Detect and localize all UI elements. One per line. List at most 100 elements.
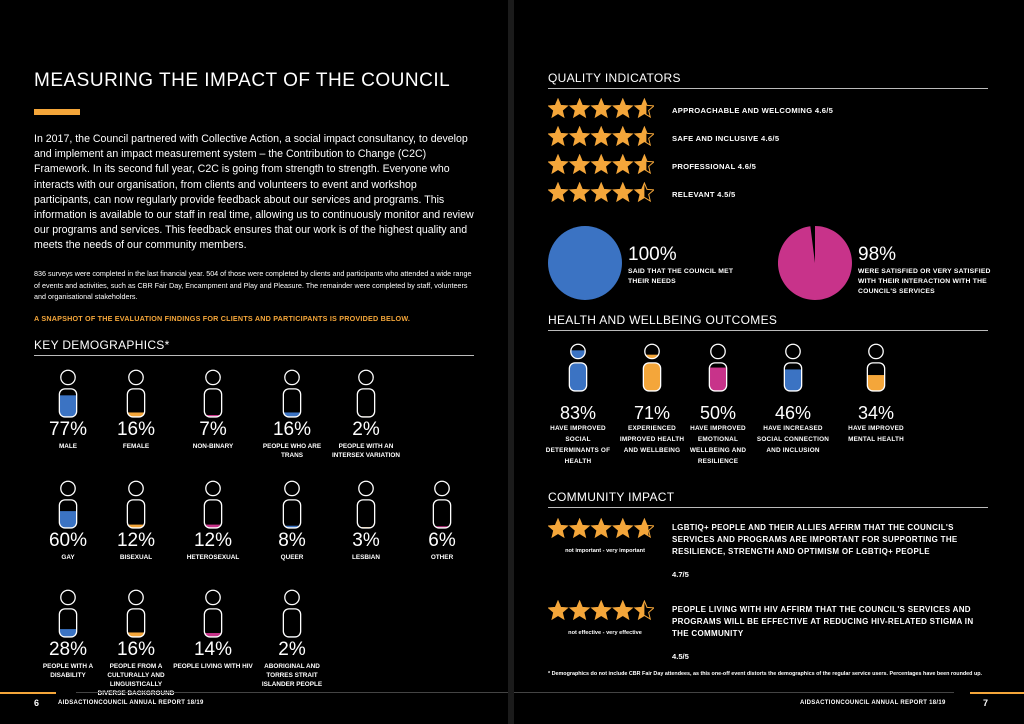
demographic-percent: 2%: [278, 639, 306, 660]
footer-text-left: AIDSACTIONCOUNCIL ANNUAL REPORT 18/19: [58, 700, 204, 706]
pie-label: SAID THAT THE COUNCIL MET THEIR NEEDS: [628, 268, 734, 285]
demographic-percent: 16%: [116, 639, 156, 660]
demographic-label: PEOPLE FROM A CULTURALLY AND LINGUISTICA…: [97, 663, 175, 697]
demographic-item: 8% QUEER: [252, 477, 332, 562]
health-outcome-item: 34% HAVE IMPROVED MENTAL HEALTH: [838, 340, 914, 445]
pie-percent: 100%: [628, 244, 677, 265]
star-rating-icon: [547, 599, 656, 621]
demographic-percent: 28%: [48, 639, 88, 660]
health-outcome-item: 46% HAVE INCREASED SOCIAL CONNECTION AND …: [755, 340, 831, 456]
quality-stars: [548, 126, 655, 147]
pie-slice: [548, 226, 622, 300]
intro-paragraph: In 2017, the Council partnered with Coll…: [34, 133, 474, 252]
quality-label: APPROACHABLE AND WELCOMING 4.6/5: [672, 106, 834, 115]
person-icon: [203, 589, 223, 638]
person-icon: [58, 589, 78, 638]
person-icon: [356, 369, 376, 418]
demographic-percent: 7%: [199, 419, 227, 440]
page-number-left: 6: [34, 698, 40, 708]
community-heading: COMMUNITY IMPACT: [548, 490, 675, 504]
surveys-paragraph: 836 surveys were completed in the last f…: [34, 269, 472, 301]
demographic-item: 60% GAY: [28, 477, 108, 562]
demographic-percent: 2%: [352, 419, 380, 440]
demographic-label: PEOPLE WITH AN INTERSEX VARIATION: [332, 443, 400, 459]
person-icon: [282, 480, 302, 529]
pie-slice: [777, 226, 852, 300]
community-score: 4.7/5: [672, 570, 689, 579]
footnote: * Demographics do not include CBR Fair D…: [548, 671, 983, 677]
demographic-label: HETEROSEXUAL: [186, 554, 240, 561]
demographic-item: 12% HETEROSEXUAL: [173, 477, 253, 562]
demographic-percent: 12%: [116, 530, 156, 551]
right-page: [514, 0, 1024, 724]
demographic-item: 77% MALE: [28, 366, 108, 451]
demographic-percent: 60%: [48, 530, 88, 551]
health-percent: 34%: [857, 403, 895, 423]
star-rating-icon: [548, 154, 655, 175]
person-icon: [126, 480, 146, 529]
person-icon: [708, 343, 728, 392]
health-percent: 71%: [633, 403, 671, 423]
person-icon: [432, 480, 452, 529]
quality-stars: [548, 182, 655, 203]
community-stars: [547, 599, 656, 627]
demographics-heading: KEY DEMOGRAPHICS*: [34, 338, 170, 352]
community-divider: [548, 507, 988, 508]
demographic-percent: 12%: [193, 530, 233, 551]
health-outcome-item: 50% HAVE IMPROVED EMOTIONAL WELLBEING AND…: [680, 340, 756, 467]
person-icon: [203, 369, 223, 418]
demographic-label: NON-BINARY: [192, 443, 234, 450]
star-rating-icon: [548, 126, 655, 147]
demographic-item: 28% PEOPLE WITH A DISABILITY: [28, 586, 108, 680]
star-rating-icon: [548, 98, 655, 119]
left-page: MEASURING THE IMPACT OF THE COUNCIL In 2…: [0, 0, 508, 724]
pie-chart: [777, 226, 852, 305]
demographic-item: 14% PEOPLE LIVING WITH HIV: [173, 586, 253, 671]
page-number-right: 7: [983, 698, 989, 708]
person-icon: [203, 480, 223, 529]
demographic-label: PEOPLE LIVING WITH HIV: [173, 663, 253, 670]
health-label: HAVE IMPROVED MENTAL HEALTH: [848, 425, 904, 443]
rating-scale-label: not important - very important: [565, 548, 645, 554]
person-icon: [783, 343, 803, 392]
demographic-label: FEMALE: [122, 443, 150, 450]
quality-heading: QUALITY INDICATORS: [548, 71, 681, 85]
person-icon: [568, 343, 588, 392]
person-icon: [356, 480, 376, 529]
demographic-item: 16% PEOPLE FROM A CULTURALLY AND LINGUIST…: [96, 586, 176, 698]
demographic-percent: 77%: [48, 419, 88, 440]
person-icon: [58, 369, 78, 418]
health-outcome-item: 83% HAVE IMPROVED SOCIAL DETERMINANTS OF …: [540, 340, 616, 467]
demographic-label: GAY: [61, 554, 75, 561]
person-icon: [866, 343, 886, 392]
health-label: HAVE IMPROVED SOCIAL DETERMINANTS OF HEA…: [545, 425, 611, 465]
quality-divider: [548, 88, 988, 89]
health-label: EXPERIENCED IMPROVED HEALTH AND WELLBEIN…: [619, 425, 685, 454]
page-gutter: [508, 0, 514, 724]
demographic-label: OTHER: [430, 554, 454, 561]
pie-label: WERE SATISFIED OR VERY SATISFIED WITH TH…: [858, 268, 991, 295]
demographic-label: PEOPLE WITH A DISABILITY: [42, 663, 94, 679]
snapshot-note: A SNAPSHOT OF THE EVALUATION FINDINGS FO…: [34, 314, 411, 323]
health-percent: 83%: [559, 403, 597, 423]
health-label: HAVE INCREASED SOCIAL CONNECTION AND INC…: [756, 425, 830, 454]
health-label: HAVE IMPROVED EMOTIONAL WELLBEING AND RE…: [689, 425, 747, 465]
person-icon: [642, 343, 662, 392]
footer-rule-right: [514, 692, 954, 693]
quality-label: RELEVANT 4.5/5: [672, 190, 736, 199]
community-score: 4.5/5: [672, 652, 689, 661]
pie-chart: [548, 226, 622, 305]
footer-rule: [76, 692, 508, 693]
demographic-item: 7% NON-BINARY: [173, 366, 253, 451]
health-outcome-item: 71% EXPERIENCED IMPROVED HEALTH AND WELLB…: [614, 340, 690, 456]
health-percent: 50%: [699, 403, 737, 423]
demographic-percent: 6%: [428, 530, 456, 551]
health-heading: HEALTH AND WELLBEING OUTCOMES: [548, 313, 778, 327]
demographic-item: 16% FEMALE: [96, 366, 176, 451]
health-divider: [548, 330, 988, 331]
demographic-percent: 8%: [278, 530, 306, 551]
person-icon: [58, 480, 78, 529]
demographic-item: 6% OTHER: [402, 477, 482, 562]
quality-label: SAFE AND INCLUSIVE 4.6/5: [672, 134, 780, 143]
demographic-percent: 3%: [352, 530, 380, 551]
